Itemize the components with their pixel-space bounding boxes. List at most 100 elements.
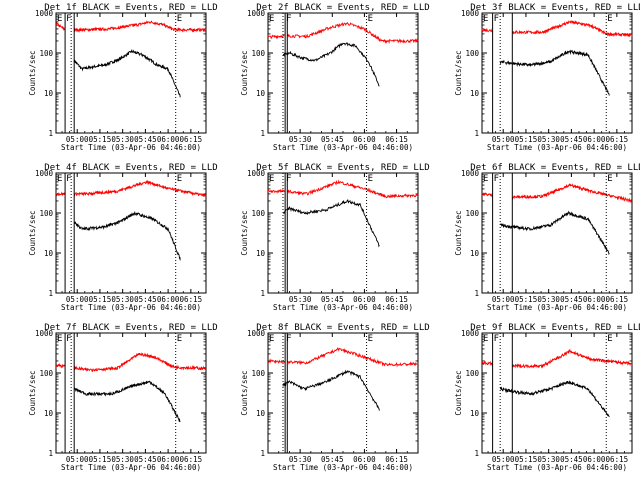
detector-panel-7: Det 7f BLACK = Events, RED = LLD 1 10 100 10… [28,323,218,472]
marker-label-f: F [494,14,499,24]
panel-title: Det 4f BLACK = Events, RED = LLD [44,163,217,173]
events-series-line [499,49,610,96]
marker-label-e: E [177,174,182,184]
y-axis-label: Counts/sec [454,370,463,415]
x-tick-label: 05:30 [111,455,134,464]
panel-title: Det 8f BLACK = Events, RED = LLD [256,323,429,333]
y-tick-label: 100 [251,369,265,378]
x-tick-label: 05:45 [134,295,157,304]
y-tick-label: 10 [256,249,266,258]
x-tick-label: 06:15 [385,295,408,304]
events-series-line [499,380,610,418]
x-tick-label: 05:00 [66,455,89,464]
x-tick-label: 05:00 [492,135,515,144]
panel-title: Det 6f BLACK = Events, RED = LLD [470,163,640,173]
marker-label-f: F [286,174,291,184]
y-tick-label: 10 [470,409,480,418]
y-tick-label: 1000 [35,329,54,338]
y-tick-label: 1 [474,129,479,138]
x-axis-label: Start Time (03-Apr-06 04:46:00) [273,463,413,472]
x-tick-label: 05:45 [134,455,157,464]
plot-frame [481,172,633,294]
panel-title: Det 7f BLACK = Events, RED = LLD [44,323,217,333]
x-tick-label: 06:00 [157,455,180,464]
x-tick-label: 06:00 [583,135,606,144]
marker-label-e: E [177,14,182,24]
plot-frame [267,332,419,454]
y-tick-label: 100 [465,369,479,378]
marker-label-e: E [483,14,488,24]
detector-panel-4: Det 4f BLACK = Events, RED = LLD 1 10 100 10… [28,163,218,312]
y-tick-label: 10 [44,409,54,418]
events-series-line [283,42,380,87]
lld-series-line [55,352,207,373]
marker-label-e: E [368,14,373,24]
x-tick-label: 05:45 [321,135,344,144]
x-tick-label: 05:15 [89,295,112,304]
x-tick-label: 05:30 [111,135,134,144]
y-tick-label: 1 [260,289,265,298]
y-tick-label: 1000 [247,329,266,338]
panel-title: Det 2f BLACK = Events, RED = LLD [256,3,429,13]
x-tick-label: 06:15 [180,455,203,464]
x-tick-label: 05:45 [321,455,344,464]
x-tick-label: 05:00 [492,295,515,304]
marker-label-e: E [607,174,612,184]
plot-frame [481,12,633,134]
marker-label-f: F [286,14,291,24]
detector-panel-8: Det 8f BLACK = Events, RED = LLD 1 10 100 10… [240,323,430,472]
marker-label-f: F [286,334,291,344]
y-axis-label: Counts/sec [28,50,37,95]
events-series-line [282,369,380,411]
marker-label-e: E [269,334,274,344]
plot-frame [55,172,207,294]
events-series-line [73,380,181,423]
marker-label-e: E [368,334,373,344]
lld-series-line [481,348,633,369]
plot-frame [267,12,419,134]
y-tick-label: 100 [39,369,53,378]
x-tick-label: 06:00 [583,295,606,304]
x-tick-label: 06:15 [606,135,629,144]
marker-label-f: F [66,14,71,24]
marker-label-e: E [57,14,62,24]
plot-frame [55,12,207,134]
detector-panel-2: Det 2f BLACK = Events, RED = LLD 1 10 100 10… [240,3,430,152]
y-tick-label: 1000 [461,169,480,178]
x-tick-label: 05:30 [111,295,134,304]
y-tick-label: 10 [470,249,480,258]
x-tick-label: 05:15 [89,135,112,144]
x-tick-label: 05:30 [537,135,560,144]
y-tick-label: 100 [39,49,53,58]
x-tick-label: 06:00 [353,455,376,464]
marker-label-f: F [66,174,71,184]
lld-series-line [267,179,419,199]
x-tick-label: 06:00 [583,455,606,464]
y-tick-label: 100 [39,209,53,218]
y-tick-label: 1 [474,449,479,458]
y-tick-label: 1000 [35,9,54,18]
y-axis-label: Counts/sec [28,370,37,415]
x-axis-label: Start Time (03-Apr-06 04:46:00) [273,143,413,152]
y-tick-label: 10 [44,89,54,98]
x-tick-label: 05:00 [492,455,515,464]
marker-label-f: F [494,334,499,344]
x-tick-label: 05:45 [560,455,583,464]
events-series-line [73,49,181,98]
x-tick-label: 05:45 [321,295,344,304]
x-tick-label: 05:45 [134,135,157,144]
y-tick-label: 1000 [35,169,54,178]
events-series-line [73,210,181,261]
x-axis-label: Start Time (03-Apr-06 04:46:00) [273,303,413,312]
marker-label-e: E [483,334,488,344]
lld-series-line [481,20,633,38]
lld-series-line [55,20,207,33]
x-tick-label: 06:00 [353,135,376,144]
y-tick-label: 10 [470,89,480,98]
y-axis-label: Counts/sec [454,50,463,95]
x-tick-label: 06:15 [385,455,408,464]
x-tick-label: 05:00 [66,135,89,144]
x-tick-label: 06:00 [157,135,180,144]
plot-frame [55,332,207,454]
